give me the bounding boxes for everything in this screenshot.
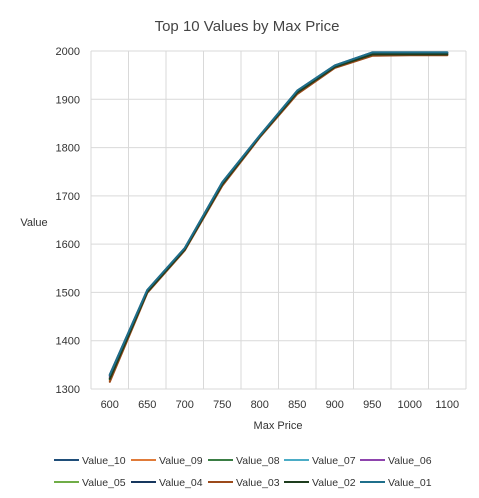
legend-label: Value_07 (312, 455, 356, 467)
legend-label: Value_04 (159, 477, 203, 489)
chart-title: Top 10 Values by Max Price (155, 18, 340, 35)
x-tick-label: 850 (288, 399, 306, 411)
legend-item: Value_02 (284, 477, 356, 489)
legend-item: Value_04 (131, 477, 203, 489)
legend-item: Value_07 (284, 455, 356, 467)
x-tick-label: 700 (176, 399, 194, 411)
legend-label: Value_02 (312, 477, 356, 489)
y-tick-label: 2000 (56, 46, 80, 58)
legend-item: Value_10 (54, 455, 126, 467)
legend-label: Value_09 (159, 455, 203, 467)
y-tick-label: 1600 (56, 239, 80, 251)
legend-item: Value_08 (208, 455, 280, 467)
axis-layer: 1300 1400 1500 1600 1700 1800 1900 2000 600 650 70… (56, 46, 460, 411)
legend-item: Value_03 (208, 477, 280, 489)
x-tick-label: 900 (326, 399, 344, 411)
x-axis-title: Max Price (254, 420, 303, 432)
y-tick-label: 1500 (56, 287, 80, 299)
x-tick-label: 800 (251, 399, 269, 411)
legend-label: Value_08 (236, 455, 280, 467)
legend-label: Value_03 (236, 477, 280, 489)
legend-item: Value_06 (360, 455, 432, 467)
x-tick-label: 950 (363, 399, 381, 411)
legend-label: Value_05 (82, 477, 126, 489)
y-tick-label: 1400 (56, 336, 80, 348)
x-tick-label: 1100 (435, 399, 459, 411)
y-tick-label: 1300 (56, 384, 80, 396)
x-tick-label: 1000 (398, 399, 422, 411)
x-tick-label: 600 (101, 399, 119, 411)
legend-item: Value_01 (360, 477, 432, 489)
y-tick-label: 1900 (56, 94, 80, 106)
legend-item: Value_09 (131, 455, 203, 467)
legend-label: Value_01 (388, 477, 432, 489)
legend: Value_10 Value_09 Value_08 Value_07 Value_06… (54, 455, 432, 489)
x-tick-label: 650 (138, 399, 156, 411)
y-tick-label: 1800 (56, 143, 80, 155)
grid-layer (91, 51, 466, 389)
legend-item: Value_05 (54, 477, 126, 489)
y-axis-title: Value (20, 217, 47, 229)
legend-label: Value_06 (388, 455, 432, 467)
y-tick-label: 1700 (56, 191, 80, 203)
x-tick-label: 750 (213, 399, 231, 411)
legend-label: Value_10 (82, 455, 126, 467)
